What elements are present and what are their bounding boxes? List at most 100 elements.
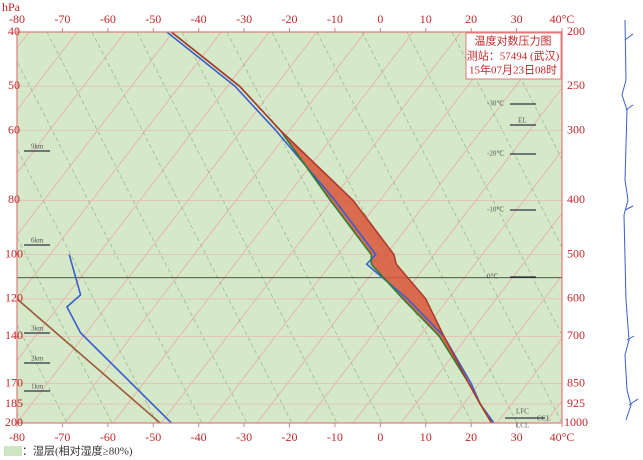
x-tick-label-bottom: -80	[9, 430, 25, 444]
x-tick-label-bottom: 30	[511, 430, 523, 444]
isotherm-line	[593, 32, 643, 423]
y2-tick-label: 200	[567, 24, 585, 38]
isotherm-line	[17, 32, 78, 111]
isotherm-line	[112, 32, 414, 423]
legend-swatch	[4, 446, 22, 456]
x-tick-label-top: -30	[236, 12, 252, 26]
x-tick-label-top: 30	[511, 12, 523, 26]
level-label: CCL	[537, 415, 551, 423]
isotherm-line	[304, 87, 562, 423]
x-tick-label-bottom: 0	[377, 430, 383, 444]
y2-tick-label: 925	[567, 396, 585, 410]
profile-line	[65, 254, 172, 423]
isotherm-line	[17, 32, 318, 423]
isotherm-line	[17, 32, 174, 236]
chart-title: 温度对数压力图	[475, 34, 552, 48]
x-tick-label-top: -20	[282, 12, 298, 26]
isotherm-line	[400, 212, 562, 423]
y-tick-label: 140	[5, 328, 23, 342]
plot-background	[17, 32, 562, 423]
y2-tick-label: 850	[567, 375, 585, 389]
adiabat-line	[587, 32, 643, 423]
adiabat-line	[406, 32, 562, 336]
profile-line	[17, 298, 161, 423]
adiabat-line	[226, 32, 428, 423]
y-tick-label: 170	[5, 375, 23, 389]
time: 15年07月23日08时	[469, 63, 557, 77]
y2-tick-label: 250	[567, 78, 585, 92]
isotherm-line	[352, 150, 562, 423]
x-tick-label-top: -60	[100, 12, 116, 26]
adiabat-line	[46, 32, 248, 423]
marks	[17, 32, 562, 423]
y2-tick-label: 600	[567, 291, 585, 305]
y-tick-label: 100	[5, 246, 23, 260]
adiabat-line	[496, 32, 562, 160]
isotherm-label: 0℃	[487, 273, 499, 281]
x-tick-label-top: -80	[9, 12, 25, 26]
isotherm-label: -20℃	[487, 150, 504, 158]
adiabat-line	[136, 32, 338, 423]
isotherm-label: -10℃	[487, 206, 504, 214]
x-tick-label-top: -70	[54, 12, 70, 26]
profile-line	[170, 32, 493, 423]
x-tick-label-bottom: 20	[465, 430, 477, 444]
adiabat-line	[17, 236, 113, 423]
y-tick-label: 60	[8, 122, 20, 136]
x-tick-label-bottom: -20	[282, 430, 298, 444]
y2-tick-label: 700	[567, 328, 585, 342]
y-tick-label: 200	[5, 415, 23, 429]
isotherm-line	[256, 32, 558, 423]
y-axis-label: hPa	[2, 0, 21, 14]
profile-line	[166, 32, 495, 423]
level-label: EL	[518, 117, 527, 125]
x-tick-label-bottom: -30	[236, 430, 252, 444]
adiabat-line	[451, 32, 562, 248]
y-tick-label: 50	[8, 78, 20, 92]
station: 测站：57494 (武汉)	[467, 49, 560, 63]
isotherm-line	[64, 32, 366, 423]
isotherm-line	[17, 32, 270, 362]
x-tick-label-top: 10	[420, 12, 432, 26]
x-tick-label-bottom: 10	[420, 430, 432, 444]
y-tick-label: 40	[8, 24, 20, 38]
adiabat-line	[361, 32, 562, 423]
adiabat-line	[181, 32, 383, 423]
x-tick-label-top: 40°C	[550, 12, 575, 26]
height-label: 1km	[31, 383, 44, 391]
x-tick-label-top: -10	[327, 12, 343, 26]
wind-barbs	[624, 33, 639, 406]
adiabat-line	[316, 32, 518, 423]
info-box	[465, 32, 562, 80]
height-label: 9km	[31, 143, 44, 151]
x-tick-label-bottom: -50	[145, 430, 161, 444]
height-label: 3km	[31, 325, 44, 333]
x-tick-label-top: 20	[465, 12, 477, 26]
y-tick-label: 185	[5, 396, 23, 410]
x-tick-label-top: -50	[145, 12, 161, 26]
x-tick-label-bottom: 40°C	[550, 430, 575, 444]
y2-tick-label: 500	[567, 246, 585, 260]
x-tick-label-bottom: -70	[54, 430, 70, 444]
isotherm-line	[496, 337, 562, 423]
isotherm-line	[17, 32, 126, 174]
adiabat-line	[17, 324, 68, 423]
isotherm-line	[17, 32, 222, 299]
adiabat-line	[17, 60, 203, 423]
x-tick-label-bottom: -60	[100, 430, 116, 444]
y2-tick-label: 400	[567, 192, 585, 206]
x-tick-label-top: 0	[377, 12, 383, 26]
level-label: LCL	[516, 422, 529, 430]
adiabat-line	[632, 32, 643, 423]
height-label: 2km	[31, 355, 44, 363]
y-tick-label: 120	[5, 291, 23, 305]
isotherm-line	[448, 275, 562, 423]
legend-label: ：湿层(相对湿度≥80%)	[22, 444, 133, 458]
height-label: 6km	[31, 237, 44, 245]
y2-tick-label: 300	[567, 122, 585, 136]
adiabat-line	[17, 148, 158, 423]
x-tick-label-bottom: -10	[327, 430, 343, 444]
wind-profile	[621, 19, 632, 421]
background-lines	[17, 32, 643, 423]
